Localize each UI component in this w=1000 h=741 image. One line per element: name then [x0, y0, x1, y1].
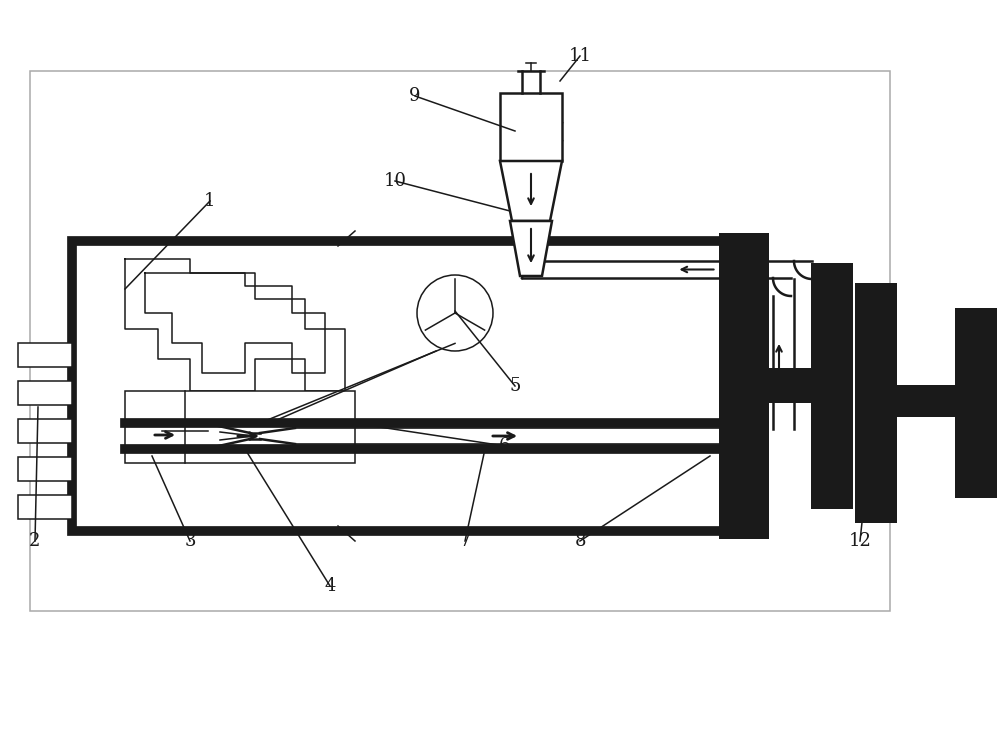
FancyBboxPatch shape: [897, 385, 955, 417]
Text: 6: 6: [499, 437, 511, 455]
Text: 1: 1: [204, 192, 216, 210]
FancyBboxPatch shape: [769, 368, 811, 403]
FancyBboxPatch shape: [18, 495, 72, 519]
Text: 9: 9: [409, 87, 421, 105]
FancyBboxPatch shape: [955, 308, 997, 498]
FancyBboxPatch shape: [30, 71, 890, 611]
FancyBboxPatch shape: [855, 283, 897, 523]
Text: 10: 10: [384, 172, 406, 190]
Polygon shape: [510, 221, 552, 276]
Text: 11: 11: [568, 47, 592, 65]
FancyBboxPatch shape: [72, 241, 727, 531]
Text: 12: 12: [849, 532, 871, 550]
Polygon shape: [500, 161, 562, 221]
FancyBboxPatch shape: [18, 381, 72, 405]
FancyBboxPatch shape: [18, 457, 72, 481]
FancyBboxPatch shape: [125, 391, 355, 463]
FancyBboxPatch shape: [719, 233, 769, 539]
Text: 2: 2: [29, 532, 41, 550]
FancyBboxPatch shape: [18, 343, 72, 367]
FancyBboxPatch shape: [18, 419, 72, 443]
Text: 7: 7: [459, 532, 471, 550]
FancyBboxPatch shape: [500, 93, 562, 161]
Text: 5: 5: [509, 377, 521, 395]
Text: 4: 4: [324, 577, 336, 595]
FancyBboxPatch shape: [811, 263, 853, 509]
Text: 8: 8: [574, 532, 586, 550]
Text: 3: 3: [184, 532, 196, 550]
